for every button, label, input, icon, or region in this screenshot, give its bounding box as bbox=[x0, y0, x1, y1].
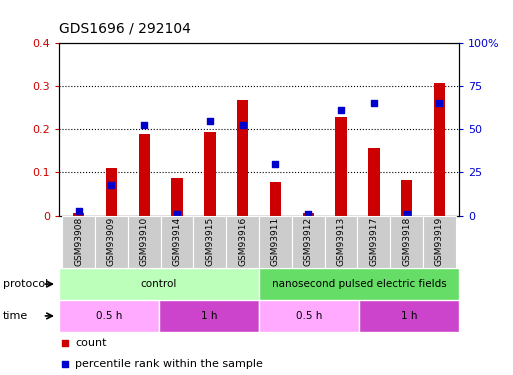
FancyBboxPatch shape bbox=[325, 216, 358, 268]
Bar bbox=[270, 182, 281, 216]
Text: protocol: protocol bbox=[3, 279, 48, 289]
Text: GSM93914: GSM93914 bbox=[172, 217, 182, 266]
Bar bbox=[433, 83, 445, 216]
FancyBboxPatch shape bbox=[358, 216, 390, 268]
Point bbox=[206, 118, 214, 124]
Text: GSM93912: GSM93912 bbox=[304, 217, 313, 266]
Point bbox=[173, 211, 181, 217]
Text: GSM93917: GSM93917 bbox=[369, 217, 379, 267]
Text: GSM93910: GSM93910 bbox=[140, 217, 149, 267]
Bar bbox=[303, 213, 314, 216]
Bar bbox=[237, 100, 248, 216]
Bar bbox=[159, 300, 259, 332]
Text: GSM93915: GSM93915 bbox=[205, 217, 214, 267]
FancyBboxPatch shape bbox=[226, 216, 259, 268]
FancyBboxPatch shape bbox=[423, 216, 456, 268]
Bar bbox=[204, 132, 215, 216]
Bar bbox=[139, 134, 150, 216]
Point bbox=[337, 107, 345, 113]
Point bbox=[140, 122, 148, 128]
FancyBboxPatch shape bbox=[62, 216, 95, 268]
FancyBboxPatch shape bbox=[259, 216, 292, 268]
FancyBboxPatch shape bbox=[292, 216, 325, 268]
FancyBboxPatch shape bbox=[193, 216, 226, 268]
Text: count: count bbox=[75, 338, 107, 348]
Point bbox=[107, 182, 115, 188]
Bar bbox=[59, 300, 159, 332]
Text: percentile rank within the sample: percentile rank within the sample bbox=[75, 359, 263, 369]
Text: GSM93908: GSM93908 bbox=[74, 217, 83, 267]
Text: GDS1696 / 292104: GDS1696 / 292104 bbox=[59, 22, 191, 36]
Text: GSM93919: GSM93919 bbox=[435, 217, 444, 267]
Text: control: control bbox=[141, 279, 177, 289]
Bar bbox=[359, 300, 459, 332]
Point bbox=[370, 100, 378, 106]
Bar bbox=[401, 180, 412, 216]
Text: nanosecond pulsed electric fields: nanosecond pulsed electric fields bbox=[272, 279, 446, 289]
Point bbox=[309, 94, 318, 100]
Text: GSM93909: GSM93909 bbox=[107, 217, 116, 267]
Bar bbox=[336, 117, 347, 216]
Point bbox=[309, 281, 318, 287]
Text: 1 h: 1 h bbox=[401, 311, 418, 321]
FancyBboxPatch shape bbox=[128, 216, 161, 268]
FancyBboxPatch shape bbox=[95, 216, 128, 268]
Text: 1 h: 1 h bbox=[201, 311, 218, 321]
Bar bbox=[259, 300, 359, 332]
Point bbox=[74, 208, 83, 214]
Text: GSM93911: GSM93911 bbox=[271, 217, 280, 267]
Text: 0.5 h: 0.5 h bbox=[96, 311, 122, 321]
Bar bbox=[59, 268, 259, 300]
Text: time: time bbox=[3, 311, 28, 321]
Point bbox=[403, 211, 411, 217]
Bar bbox=[368, 148, 380, 216]
Point bbox=[304, 211, 312, 217]
FancyBboxPatch shape bbox=[390, 216, 423, 268]
Bar bbox=[106, 168, 117, 216]
Text: 0.5 h: 0.5 h bbox=[296, 311, 322, 321]
Bar bbox=[171, 178, 183, 216]
Bar bbox=[73, 213, 85, 216]
Point bbox=[239, 122, 247, 128]
Text: GSM93916: GSM93916 bbox=[238, 217, 247, 267]
Point bbox=[271, 161, 280, 167]
Bar bbox=[259, 268, 459, 300]
FancyBboxPatch shape bbox=[161, 216, 193, 268]
Text: GSM93913: GSM93913 bbox=[337, 217, 346, 267]
Text: GSM93918: GSM93918 bbox=[402, 217, 411, 267]
Point bbox=[436, 100, 444, 106]
